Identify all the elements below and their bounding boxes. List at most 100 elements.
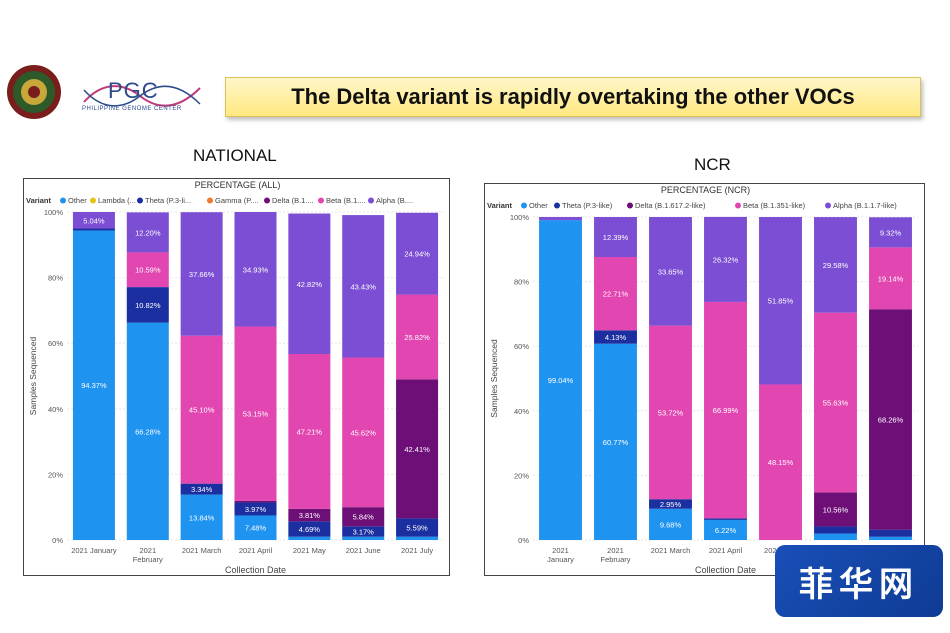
bar-segment-alpha [649,217,692,326]
university-seal-logo [7,65,61,119]
slide-title: The Delta variant is rapidly overtaking … [225,77,921,117]
legend-marker-alpha [825,202,831,209]
national-chart-panel: PERCENTAGE (ALL) Variant Other Lambda (... T… [23,178,450,576]
data-label: 10.59% [135,266,161,275]
y-tick-label: 60% [48,339,63,348]
bar-segment-other [288,536,331,540]
bar-segment-delta [234,500,277,503]
legend-item-delta: Delta (B.1.617.2-like) [635,201,706,210]
data-label: 3.17% [353,528,375,537]
x-tick-label: January [547,555,574,564]
data-label: 3.34% [191,485,213,494]
data-label: 53.72% [658,408,684,417]
x-tick-label: 2021 March [651,546,691,555]
bar-segment-beta [704,301,747,519]
ncr-stacked-bar-chart: PERCENTAGE (NCR) Variant Other Theta (P.3-l… [487,185,918,575]
data-label: 94.37% [81,381,107,390]
bar-segment-alpha [180,212,223,336]
bar-segment-other [704,519,747,540]
legend-marker-theta [554,202,560,209]
chart-title: PERCENTAGE (NCR) [661,185,750,195]
bar-segment-theta [126,287,169,323]
bar-segment-beta [126,252,169,288]
legend-item-other: Other [68,196,87,205]
data-label: 42.82% [297,280,323,289]
legend-marker-delta [264,197,270,204]
national-stacked-bar-chart: PERCENTAGE (ALL) Variant Other Lambda (... T… [26,180,444,575]
legend-item-delta: Delta (B.1.... [272,196,314,205]
pgc-logo-text: PGC [108,78,159,103]
data-label: 99.04% [548,376,574,385]
x-tick-label: 2021 March [182,546,222,555]
data-label: 51.85% [768,297,794,306]
bar-segment-other [180,494,223,540]
y-tick-label: 80% [48,274,63,283]
y-tick-label: 60% [514,342,529,351]
data-label: 48.15% [768,458,794,467]
legend-item-beta: Beta (B.1.... [326,196,366,205]
data-label: 9.32% [880,228,902,237]
data-label: 12.20% [135,228,161,237]
data-label: 4.13% [605,333,627,342]
data-label: 4.69% [299,525,321,534]
y-tick-label: 80% [514,278,529,287]
bar-segment-theta [342,526,385,537]
bar-segment-beta [342,357,385,508]
data-label: 26.32% [713,255,739,264]
bar-segment-theta [704,518,747,520]
bar-segment-beta [180,335,223,484]
y-tick-label: 0% [518,536,529,545]
bar-segment-delta [396,379,439,519]
bar-segment-delta [814,492,857,527]
bar-segment-beta [288,353,331,509]
x-tick-label: 2021 May [293,546,326,555]
data-label: 68.26% [878,415,904,424]
y-tick-label: 20% [48,470,63,479]
legend-marker-other [521,202,527,209]
legend-marker-alpha [368,197,374,204]
bar-segment-delta [342,507,385,527]
data-label: 13.84% [189,513,215,522]
bar-segment-alpha [126,212,169,253]
data-label: 33.65% [658,267,684,276]
legend-title: Variant [487,201,513,210]
data-label: 66.28% [135,427,161,436]
bar-segment-theta [180,483,223,495]
data-label: 9.68% [660,520,682,529]
legend-item-beta: Beta (B.1.351-like) [743,201,806,210]
y-tick-label: 40% [514,407,529,416]
y-tick-label: 40% [48,405,63,414]
x-tick-label: February [600,555,630,564]
data-label: 29.58% [823,261,849,270]
data-label: 10.56% [823,505,849,514]
data-label: 19.14% [878,274,904,283]
legend-item-gamma: Gamma (P.... [215,196,259,205]
bar-segment-theta [814,526,857,534]
data-label: 43.43% [350,282,376,291]
bar-segment-other [342,536,385,540]
pgc-dna-logo-icon [83,85,201,107]
bar-segment-theta [72,228,115,231]
bar-segment-other [869,536,912,540]
data-label: 3.81% [299,511,321,520]
data-label: 22.71% [603,290,629,299]
bar-segment-theta [288,521,331,537]
data-label: 45.62% [350,428,376,437]
bar-segment-theta [649,499,692,509]
x-tick-label: 2021 June [346,546,381,555]
bar-segment-beta [814,312,857,493]
data-label: 66.99% [713,406,739,415]
national-section-title: NATIONAL [193,146,277,165]
bar-segment-alpha [759,217,802,385]
bar-segment-alpha [704,216,747,302]
bar-segment-theta [869,529,912,537]
data-label: 47.21% [297,427,323,436]
chart-title: PERCENTAGE (ALL) [195,180,281,190]
data-label: 7.48% [245,524,267,533]
legend-item-alpha: Alpha (B.... [376,196,413,205]
y-tick-label: 100% [44,208,64,217]
bar-segment-alpha [594,217,637,258]
bar-segment-other [539,220,582,540]
legend-marker-lambda [90,197,96,204]
bar-segment-other [126,322,169,540]
